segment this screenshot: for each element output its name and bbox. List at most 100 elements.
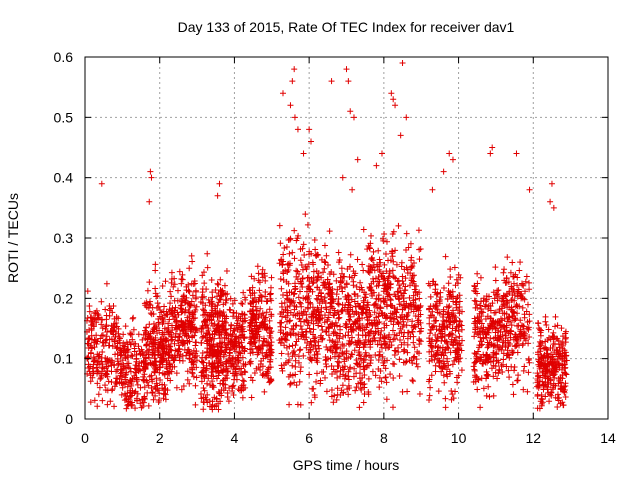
data-point — [157, 307, 164, 314]
data-point — [259, 266, 266, 273]
data-point — [209, 307, 216, 314]
data-point — [291, 290, 298, 297]
data-point — [142, 364, 149, 371]
data-point — [192, 382, 199, 389]
data-point — [327, 355, 334, 362]
data-point — [242, 369, 249, 376]
data-point — [223, 268, 230, 275]
data-point — [396, 337, 403, 344]
data-point — [232, 335, 239, 342]
data-point — [292, 312, 299, 319]
data-point — [306, 251, 313, 258]
data-point — [230, 309, 237, 316]
data-point — [389, 360, 396, 367]
data-point — [131, 345, 138, 352]
data-point — [152, 261, 159, 268]
data-point — [395, 222, 402, 229]
data-point — [296, 299, 303, 306]
data-point — [552, 313, 559, 320]
data-point — [285, 373, 292, 380]
data-point — [506, 374, 513, 381]
data-point — [322, 300, 329, 307]
data-point — [127, 368, 134, 375]
data-point — [311, 237, 318, 244]
data-point — [144, 389, 151, 396]
data-point — [185, 299, 192, 306]
data-point — [248, 273, 255, 280]
y-tick-label: 0.6 — [54, 49, 74, 65]
data-point — [426, 397, 433, 404]
data-point — [98, 374, 105, 381]
data-point — [103, 322, 110, 329]
data-point — [104, 358, 111, 365]
data-point — [237, 370, 244, 377]
data-point — [120, 361, 127, 368]
data-point — [301, 252, 308, 259]
data-point — [350, 278, 357, 285]
data-point — [186, 265, 193, 272]
data-point — [253, 365, 260, 372]
data-point — [208, 303, 215, 310]
data-point — [192, 401, 199, 408]
data-point — [173, 318, 180, 325]
data-point — [336, 314, 343, 321]
data-point — [157, 376, 164, 383]
data-point — [160, 316, 167, 323]
data-point — [111, 383, 118, 390]
x-tick-label: 4 — [231, 430, 239, 446]
data-point — [252, 335, 259, 342]
data-point — [93, 332, 100, 339]
y-tick-label: 0.4 — [54, 170, 74, 186]
data-point — [132, 405, 139, 412]
data-point — [198, 293, 205, 300]
data-point — [313, 268, 320, 275]
data-point — [192, 353, 199, 360]
data-point — [231, 376, 238, 383]
data-point — [440, 317, 447, 324]
data-point — [165, 351, 172, 358]
data-point — [283, 337, 290, 344]
data-point — [144, 287, 151, 294]
data-point — [187, 321, 194, 328]
data-point — [154, 300, 161, 307]
data-point — [117, 347, 124, 354]
data-point — [91, 316, 98, 323]
data-point — [231, 339, 238, 346]
data-point — [128, 331, 135, 338]
data-point — [205, 360, 212, 367]
data-point — [295, 232, 302, 239]
data-point — [343, 66, 350, 73]
data-point — [102, 325, 109, 332]
data-point — [313, 378, 320, 385]
data-point — [206, 403, 213, 410]
data-point — [316, 286, 323, 293]
data-point — [445, 280, 452, 287]
data-point — [291, 227, 298, 234]
data-point — [313, 252, 320, 259]
data-point — [202, 367, 209, 374]
data-point — [212, 286, 219, 293]
data-point — [200, 384, 207, 391]
data-point — [200, 406, 207, 413]
data-point — [90, 361, 97, 368]
data-point — [378, 150, 385, 157]
data-point — [402, 275, 409, 282]
data-point — [492, 264, 499, 271]
data-point — [310, 326, 317, 333]
data-point — [325, 314, 332, 321]
data-point — [323, 306, 330, 313]
data-point — [141, 396, 148, 403]
data-point — [361, 380, 368, 387]
data-point — [209, 383, 216, 390]
data-point — [123, 347, 130, 354]
data-point — [500, 356, 507, 363]
data-point — [171, 297, 178, 304]
data-point — [277, 340, 284, 347]
data-point — [159, 338, 166, 345]
data-point — [112, 328, 119, 335]
x-axis-label: GPS time / hours — [293, 457, 400, 473]
data-point — [104, 387, 111, 394]
data-point — [409, 377, 416, 384]
data-point — [292, 342, 299, 349]
data-point — [322, 357, 329, 364]
